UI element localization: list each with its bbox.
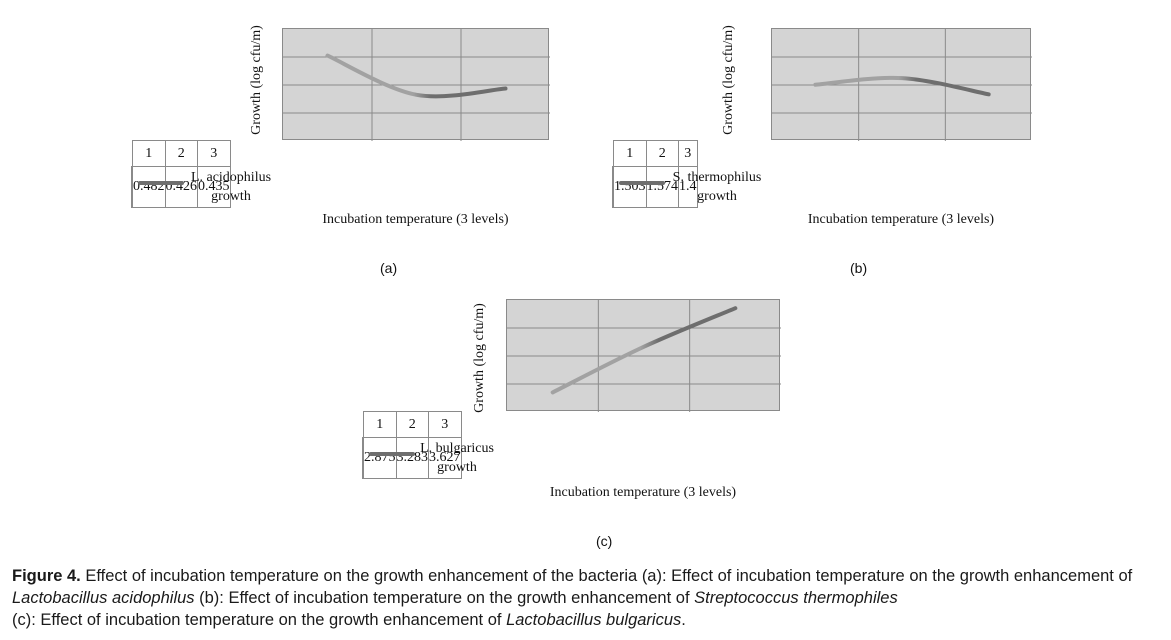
x-axis-label-b: Incubation temperature (3 levels) bbox=[807, 212, 995, 227]
series-line bbox=[325, 53, 508, 99]
plot-area-c bbox=[506, 299, 781, 412]
value-row: S. thermophilus growth 1.503 1.574 1.4 bbox=[612, 166, 761, 208]
data-label: 1.574 bbox=[645, 166, 679, 208]
caption-text: (c): Effect of incubation temperature on… bbox=[12, 611, 507, 629]
legend-name-line1: S. thermophilus bbox=[672, 170, 762, 185]
x-axis-label-c: Incubation temperature (3 levels) bbox=[549, 485, 737, 500]
category-label: 2 bbox=[164, 140, 198, 167]
legend-line-icon bbox=[138, 181, 184, 185]
plot-area-a bbox=[282, 28, 550, 141]
caption-species: Lactobacillus acidophilus bbox=[12, 589, 195, 607]
data-label: 3.283 bbox=[395, 437, 429, 479]
legend-b: S. thermophilus growth bbox=[612, 166, 761, 208]
y-axis-label-a: Growth (log cfu/m) bbox=[249, 25, 264, 135]
y-axis-label-b: Growth (log cfu/m) bbox=[721, 25, 736, 135]
legend-name-line2: growth bbox=[211, 189, 251, 204]
y-axis-label-c: Growth (log cfu/m) bbox=[472, 303, 487, 413]
category-label: 1 bbox=[132, 140, 166, 167]
category-row: 1 2 3 bbox=[132, 140, 231, 167]
category-label: 1 bbox=[613, 140, 647, 167]
data-label: 2.875 bbox=[363, 437, 397, 479]
data-table-a: 1 2 3 L. acidophilus growth 0.482 0.426 … bbox=[131, 140, 271, 208]
caption-species: Streptococcus thermophiles bbox=[694, 589, 898, 607]
data-table-c: 1 2 3 L. bulgaricus growth 2.875 3.283 3… bbox=[362, 411, 494, 479]
data-label: 1.4 bbox=[678, 166, 698, 208]
caption-species: Lactobacillus bulgaricus bbox=[506, 611, 682, 629]
category-row: 1 2 3 bbox=[363, 411, 462, 438]
legend-c: L. bulgaricus growth bbox=[362, 437, 494, 479]
category-label: 3 bbox=[678, 140, 698, 167]
legend-name-line2: growth bbox=[437, 460, 477, 475]
caption-text: (b): Effect of incubation temperature on… bbox=[194, 589, 695, 607]
category-label: 1 bbox=[363, 411, 397, 438]
figure-caption: Figure 4. Effect of incubation temperatu… bbox=[12, 565, 1162, 631]
category-label: 2 bbox=[645, 140, 679, 167]
x-axis-label-a: Incubation temperature (3 levels) bbox=[322, 212, 509, 227]
series-line bbox=[813, 75, 991, 97]
data-label: 0.482 bbox=[132, 166, 166, 208]
value-row: L. bulgaricus growth 2.875 3.283 3.627 bbox=[362, 437, 494, 479]
category-row: 1 2 3 bbox=[613, 140, 698, 167]
data-label: 1.503 bbox=[613, 166, 647, 208]
category-label: 3 bbox=[428, 411, 462, 438]
data-table-b: 1 2 3 S. thermophilus growth 1.503 1.574… bbox=[612, 140, 761, 208]
series-line bbox=[550, 306, 738, 395]
caption-text: Effect of incubation temperature on the … bbox=[80, 567, 1133, 585]
panel-label-b: (b) bbox=[850, 260, 868, 276]
legend-line-icon bbox=[619, 181, 665, 185]
plot-svg-b bbox=[772, 29, 1032, 141]
panel-label-a: (a) bbox=[380, 260, 398, 276]
data-label: 0.426 bbox=[164, 166, 198, 208]
legend-line-icon bbox=[369, 452, 415, 456]
data-label: 3.627 bbox=[428, 437, 462, 479]
value-row: L. acidophilus growth 0.482 0.426 0.435 bbox=[131, 166, 271, 208]
caption-label: Figure 4. bbox=[12, 567, 81, 585]
data-label: 0.435 bbox=[197, 166, 231, 208]
legend-name-line2: growth bbox=[697, 189, 737, 204]
plot-svg-c bbox=[507, 300, 781, 412]
legend-a: L. acidophilus growth bbox=[131, 166, 271, 208]
legend-name-line1: L. bulgaricus bbox=[420, 441, 494, 456]
plot-area-b bbox=[771, 28, 1032, 141]
panel-label-c: (c) bbox=[596, 533, 613, 549]
category-label: 3 bbox=[197, 140, 231, 167]
plot-svg-a bbox=[283, 29, 550, 141]
legend-name-line1: L. acidophilus bbox=[190, 170, 272, 185]
category-label: 2 bbox=[395, 411, 429, 438]
caption-text: . bbox=[681, 611, 686, 629]
